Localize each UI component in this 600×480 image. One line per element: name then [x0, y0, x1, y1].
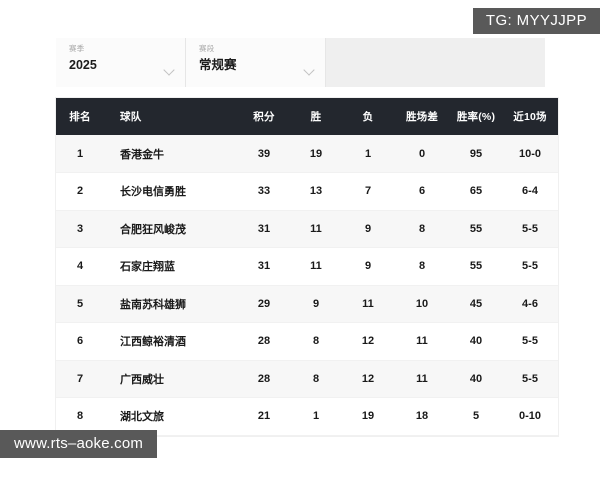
table-row[interactable]: 4 石家庄翔蓝 31 11 9 8 55 5-5 [56, 247, 558, 286]
cell-points: 28 [238, 360, 290, 398]
cell-last10: 5-5 [502, 322, 558, 361]
cell-team: 合肥狂风峻茂 [104, 210, 238, 248]
cell-points: 39 [238, 135, 290, 173]
cell-points: 31 [238, 247, 290, 286]
cell-wins: 8 [290, 322, 342, 361]
cell-games-behind: 8 [394, 210, 450, 248]
cell-wins: 1 [290, 397, 342, 436]
table-header: 排名 球队 积分 胜 负 胜场差 胜率(%) 近10场 [56, 98, 558, 135]
column-header-win-pct[interactable]: 胜率(%) [456, 111, 496, 123]
table-row[interactable]: 3 合肥狂风峻茂 31 11 9 8 55 5-5 [56, 210, 558, 248]
stage-filter-value: 常规赛 [199, 58, 237, 72]
standings-table: 排名 球队 积分 胜 负 胜场差 胜率(%) 近10场 1 香港金牛 39 19… [56, 98, 558, 436]
cell-team: 盐南苏科雄狮 [104, 285, 238, 323]
cell-last10: 4-6 [502, 285, 558, 323]
cell-team: 广西威壮 [104, 360, 238, 398]
cell-win-pct: 95 [450, 135, 502, 173]
cell-last10: 10-0 [502, 135, 558, 173]
stage-filter-label: 赛段 [199, 44, 215, 53]
cell-rank: 2 [56, 172, 104, 211]
site-watermark: www.rts–aoke.com [0, 430, 158, 458]
table-row[interactable]: 8 湖北文旅 21 1 19 18 5 0-10 [56, 397, 558, 436]
cell-losses: 9 [342, 210, 394, 248]
cell-losses: 19 [342, 397, 394, 436]
cell-win-pct: 55 [450, 210, 502, 248]
cell-last10: 5-5 [502, 247, 558, 286]
table-row[interactable]: 2 长沙电信勇胜 33 13 7 6 65 6-4 [56, 172, 558, 211]
column-header-last10[interactable]: 近10场 [513, 111, 547, 123]
cell-games-behind: 11 [394, 360, 450, 398]
cell-rank: 8 [56, 397, 104, 436]
cell-wins: 11 [290, 210, 342, 248]
cell-points: 28 [238, 322, 290, 361]
cell-losses: 7 [342, 172, 394, 211]
cell-games-behind: 8 [394, 247, 450, 286]
cell-rank: 7 [56, 360, 104, 398]
cell-team: 江西鲸裕清酒 [104, 322, 238, 361]
column-header-team[interactable]: 球队 [120, 111, 142, 123]
cell-wins: 11 [290, 247, 342, 286]
cell-rank: 6 [56, 322, 104, 361]
cell-losses: 1 [342, 135, 394, 173]
cell-losses: 9 [342, 247, 394, 286]
cell-wins: 8 [290, 360, 342, 398]
cell-points: 33 [238, 172, 290, 211]
cell-rank: 1 [56, 135, 104, 173]
cell-win-pct: 65 [450, 172, 502, 211]
cell-win-pct: 45 [450, 285, 502, 323]
cell-rank: 5 [56, 285, 104, 323]
table-row[interactable]: 5 盐南苏科雄狮 29 9 11 10 45 4-6 [56, 285, 558, 323]
cell-games-behind: 6 [394, 172, 450, 211]
cell-games-behind: 11 [394, 322, 450, 361]
filter-bar: 赛季 2025 赛段 常规赛 [56, 38, 545, 87]
cell-rank: 4 [56, 247, 104, 286]
column-header-losses[interactable]: 负 [362, 111, 374, 123]
cell-last10: 5-5 [502, 210, 558, 248]
cell-losses: 12 [342, 360, 394, 398]
cell-games-behind: 0 [394, 135, 450, 173]
column-header-points[interactable]: 积分 [253, 111, 275, 123]
cell-team: 湖北文旅 [104, 397, 238, 436]
table-row[interactable]: 1 香港金牛 39 19 1 0 95 10-0 [56, 135, 558, 173]
cell-win-pct: 55 [450, 247, 502, 286]
cell-losses: 12 [342, 322, 394, 361]
table-row[interactable]: 6 江西鲸裕清酒 28 8 12 11 40 5-5 [56, 322, 558, 361]
season-filter-label: 赛季 [69, 44, 85, 53]
cell-rank: 3 [56, 210, 104, 248]
cell-team: 石家庄翔蓝 [104, 247, 238, 286]
cell-win-pct: 5 [450, 397, 502, 436]
column-header-games-behind[interactable]: 胜场差 [405, 111, 439, 123]
cell-last10: 0-10 [502, 397, 558, 436]
column-header-wins[interactable]: 胜 [310, 111, 322, 123]
cell-wins: 13 [290, 172, 342, 211]
cell-wins: 9 [290, 285, 342, 323]
cell-last10: 5-5 [502, 360, 558, 398]
column-header-rank[interactable]: 排名 [69, 111, 91, 123]
table-row[interactable]: 7 广西威壮 28 8 12 11 40 5-5 [56, 360, 558, 398]
cell-losses: 11 [342, 285, 394, 323]
cell-last10: 6-4 [502, 172, 558, 211]
cell-games-behind: 18 [394, 397, 450, 436]
table-body: 1 香港金牛 39 19 1 0 95 10-0 2 长沙电信勇胜 33 13 … [56, 135, 558, 436]
cell-win-pct: 40 [450, 322, 502, 361]
table-header-row: 排名 球队 积分 胜 负 胜场差 胜率(%) 近10场 [56, 98, 558, 135]
filter-bar-empty-area [326, 38, 545, 87]
cell-wins: 19 [290, 135, 342, 173]
cell-team: 香港金牛 [104, 135, 238, 173]
cell-team: 长沙电信勇胜 [104, 172, 238, 211]
cell-games-behind: 10 [394, 285, 450, 323]
cell-win-pct: 40 [450, 360, 502, 398]
stage-filter[interactable]: 赛段 常规赛 [186, 38, 326, 87]
cell-points: 21 [238, 397, 290, 436]
cell-points: 29 [238, 285, 290, 323]
season-filter-value: 2025 [69, 58, 97, 72]
season-filter[interactable]: 赛季 2025 [56, 38, 186, 87]
cell-points: 31 [238, 210, 290, 248]
telegram-watermark: TG: MYYJJPP [472, 8, 600, 34]
